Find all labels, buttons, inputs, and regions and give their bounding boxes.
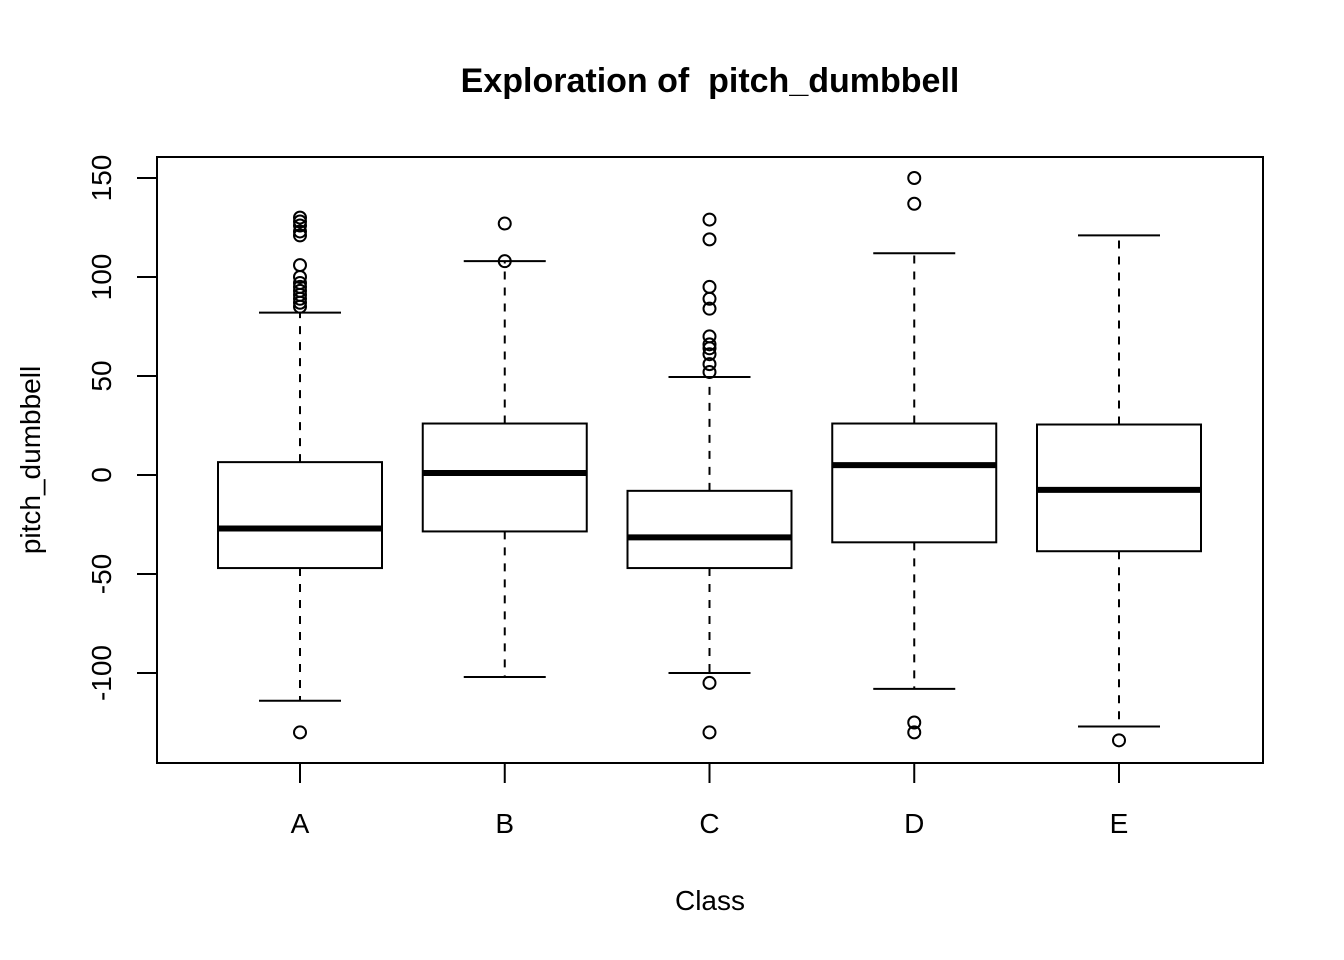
iqr-box xyxy=(217,461,383,570)
box-c xyxy=(626,212,793,740)
outlier-point xyxy=(702,357,717,372)
iqr-box xyxy=(831,422,998,544)
outlier-point xyxy=(907,715,922,730)
box-d xyxy=(831,171,998,740)
x-tick-label: C xyxy=(699,808,719,839)
outlier-point xyxy=(497,216,512,231)
x-tick-label: A xyxy=(291,808,310,839)
outlier-point xyxy=(702,279,717,294)
box-b xyxy=(421,216,588,678)
chart-title: Exploration of pitch_dumbbell xyxy=(461,62,960,100)
outlier-point xyxy=(702,725,717,740)
outlier-point xyxy=(702,212,717,227)
y-tick-label: 100 xyxy=(86,254,117,301)
box-series xyxy=(217,171,1202,748)
outlier-point xyxy=(907,725,922,740)
x-tick-label: B xyxy=(495,808,514,839)
y-tick-label: 0 xyxy=(86,467,117,483)
x-tick-label: D xyxy=(904,808,924,839)
outlier-point xyxy=(702,347,717,362)
outlier-point xyxy=(702,329,717,344)
outlier-point xyxy=(702,365,717,380)
iqr-box xyxy=(626,489,793,570)
y-tick-label: 50 xyxy=(86,360,117,391)
outlier-point xyxy=(293,283,307,298)
box-a xyxy=(217,210,383,740)
outlier-point xyxy=(293,228,307,243)
outlier-point xyxy=(293,275,307,290)
outlier-point xyxy=(702,232,717,247)
outlier-point xyxy=(293,224,307,239)
outlier-point xyxy=(293,214,307,229)
y-tick-label: -100 xyxy=(86,645,117,701)
outlier-point xyxy=(293,279,307,294)
outlier-point xyxy=(1112,733,1126,748)
iqr-box xyxy=(421,422,588,533)
outlier-point xyxy=(907,196,922,211)
outlier-point xyxy=(907,171,922,185)
y-tick-label: 150 xyxy=(86,155,117,202)
y-axis: -100 -50 0 50 100 150 xyxy=(86,155,158,701)
outlier-point xyxy=(293,258,307,273)
outlier-point xyxy=(293,725,307,740)
box-e xyxy=(1036,234,1202,748)
outlier-point xyxy=(293,210,307,225)
outlier-point xyxy=(702,301,717,316)
x-tick-label: E xyxy=(1110,808,1129,839)
x-axis: A B C D E xyxy=(291,763,1129,839)
y-tick-label: -50 xyxy=(86,554,117,594)
outlier-point xyxy=(497,254,512,269)
outlier-point xyxy=(702,675,717,690)
y-axis-label: pitch_dumbbell xyxy=(15,366,46,554)
x-axis-label: Class xyxy=(675,885,745,916)
outlier-point xyxy=(702,337,717,352)
outlier-point xyxy=(293,218,307,233)
